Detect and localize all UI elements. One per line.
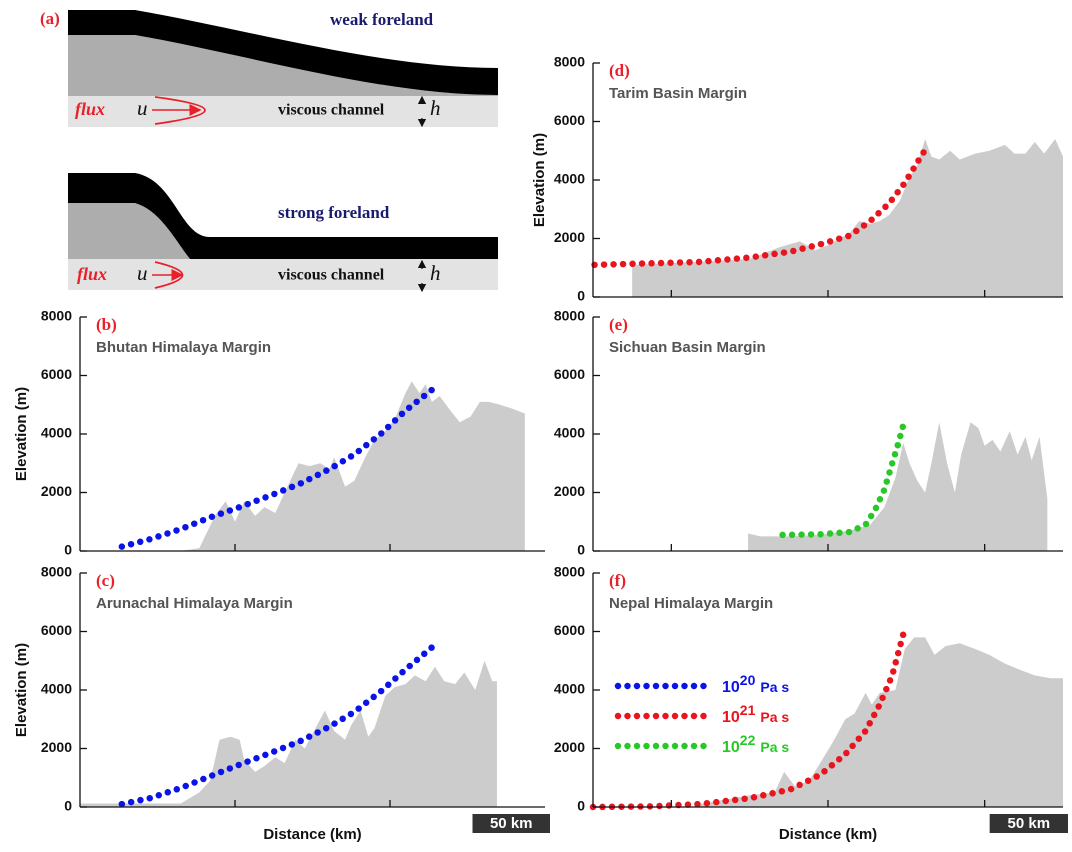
y-tick-label: 8000 [554,308,585,324]
panel: 0 2000 4000 6000 8000 (b) Bhutan Himalaya Marg… [13,308,545,558]
model-profile [118,642,437,808]
panel-label: (f) [609,571,626,590]
scale-bar-label: 50 km [1008,815,1051,832]
x-axis-label: Distance (km) [263,826,361,843]
y-tick-label: 8000 [41,564,72,580]
topography-area [632,139,1063,297]
legend-base: 10 [722,709,740,726]
legend-label: 1020 Pa s [722,672,789,697]
y-tick-label: 2000 [554,229,585,245]
flow-profile [154,96,206,125]
wedge [68,35,498,96]
legend-exponent: 22 [740,732,756,748]
y-axis-label: Elevation (m) [13,387,30,481]
y-tick-label: 4000 [554,425,585,441]
y-tick-label: 4000 [41,425,72,441]
y-tick-label: 0 [577,288,585,304]
panel: 0 2000 4000 6000 8000 (e) Sichuan Basin Margin [554,308,1063,558]
y-tick-label: 0 [64,798,72,814]
topography-area [699,637,1063,807]
diagram-title: strong foreland [278,203,390,222]
y-tick-label: 0 [577,542,585,558]
chart-title: Arunachal Himalaya Margin [96,595,293,612]
y-tick-label: 8000 [554,564,585,580]
topography-area [748,422,1048,551]
panel-label: (c) [96,571,115,590]
legend-base: 10 [722,679,740,696]
diagram: (a) weak foreland flux u viscous channel… [40,9,498,293]
legend-base: 10 [722,739,740,756]
panel-label: (a) [40,9,60,28]
y-tick-label: 6000 [554,622,585,638]
y-axis-label: Elevation (m) [13,643,30,737]
y-tick-label: 2000 [554,739,585,755]
legend-exponent: 20 [740,672,756,688]
legend-unit: Pa s [760,739,789,755]
y-tick-label: 2000 [554,483,585,499]
wedge [68,203,190,259]
y-tick-label: 4000 [554,171,585,187]
channel-label: viscous channel [278,267,385,284]
channel [68,96,498,127]
legend-unit: Pa s [760,709,789,725]
scale-bar [989,814,1068,833]
legend-label: 1022 Pa s [722,732,789,757]
topography-area [80,660,497,807]
y-tick-label: 6000 [41,366,72,382]
legend-exponent: 21 [740,702,756,718]
y-tick-label: 2000 [41,739,72,755]
panel: 0 2000 4000 6000 8000 (d) Tarim Basin Margin El… [531,54,1063,304]
topography-area [180,381,525,551]
panel: 0 2000 4000 6000 8000 (f) Nepal Himalaya Margi… [554,564,1068,843]
legend-unit: Pa s [760,679,789,695]
channel [68,259,498,290]
y-tick-label: 4000 [554,681,585,697]
y-tick-label: 0 [577,798,585,814]
u-label: u [137,261,148,285]
chart-title: Tarim Basin Margin [609,85,747,102]
u-label: u [137,96,148,120]
channel-label: viscous channel [278,102,385,119]
y-axis-label: Elevation (m) [531,133,548,227]
y-tick-label: 8000 [41,308,72,324]
foreland-plate [68,10,498,95]
y-tick-label: 6000 [554,112,585,128]
chart-title: Nepal Himalaya Margin [609,595,773,612]
panel: 0 2000 4000 6000 8000 (c) Arunachal Himalaya M… [13,564,550,843]
x-axis-label: Distance (km) [779,826,877,843]
y-tick-label: 6000 [41,622,72,638]
scale-bar [472,814,550,833]
y-tick-label: 0 [64,542,72,558]
panel-label: (d) [609,61,630,80]
model-profile [118,385,437,550]
legend-label: 1021 Pa s [722,702,789,727]
model-profile [591,141,932,269]
y-tick-label: 6000 [554,366,585,382]
flux-label: flux [75,99,105,119]
chart-title: Sichuan Basin Margin [609,339,766,356]
h-label: h [430,261,441,285]
panel-label: (b) [96,315,117,334]
model-profile [779,421,907,539]
scale-bar-label: 50 km [490,815,533,832]
diagram-title: weak foreland [330,10,434,29]
flux-label: flux [77,264,107,284]
chart-title: Bhutan Himalaya Margin [96,339,271,356]
h-label: h [430,96,441,120]
y-tick-label: 2000 [41,483,72,499]
foreland-plate [68,173,498,259]
y-tick-label: 8000 [554,54,585,70]
y-tick-label: 4000 [41,681,72,697]
panel-label: (e) [609,315,628,334]
